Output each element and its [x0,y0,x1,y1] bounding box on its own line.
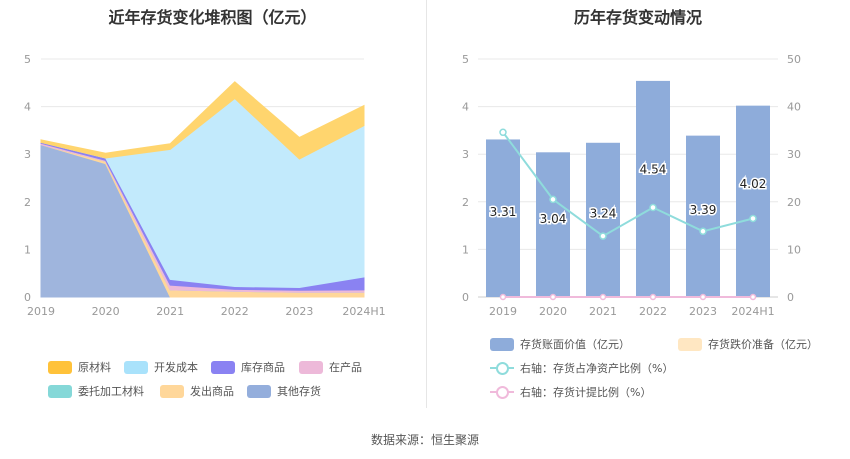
legend-item[interactable]: 委托加工材料 [48,384,144,398]
x-tick-label: 2019 [489,305,517,318]
legend-swatch [490,385,514,399]
legend-swatch [124,360,148,374]
bar [536,152,570,297]
panel-divider [426,0,427,408]
y-tick-label: 1 [24,243,31,256]
y-tick-label: 3 [24,148,31,161]
line-point [549,293,557,301]
x-tick-label: 2024H1 [731,305,774,318]
x-tick-label: 2022 [221,305,249,318]
right-chart-panel: 历年存货变动情况 0 1 2 3 4 5 0 10 20 30 40 50 2019 2020 2021 20… [426,0,850,410]
legend-item[interactable]: 其他存货 [247,384,321,398]
line-point [549,195,557,204]
line-point [499,128,507,137]
legend-label: 存货跌价准备（亿元） [708,338,818,351]
bar-value-label: 3.04 [540,212,567,226]
x-tick-label: 2020 [92,305,120,318]
line-point [699,227,707,236]
legend-label: 右轴：存货占净资产比例（%） [520,362,674,375]
y-tick-label: 2 [24,196,31,209]
legend-item[interactable]: 右轴：存货计提比例（%） [490,385,651,399]
legend-swatch [490,361,514,375]
legend-item[interactable]: 存货账面价值（亿元） [490,337,630,351]
legend-swatch [160,384,184,398]
legend-label: 委托加工材料 [78,385,144,398]
y-tick-label: 3 [462,148,469,161]
line-point [599,293,607,301]
legend-label: 在产品 [329,361,362,374]
legend-swatch [48,384,72,398]
y-tick-label: 4 [24,101,31,114]
legend-label: 其他存货 [277,385,321,398]
legend-item[interactable]: 原材料 [48,360,111,374]
x-tick-label: 2020 [539,305,567,318]
legend-label: 开发成本 [154,361,198,374]
y-tick-label: 1 [462,243,469,256]
line-point [649,293,657,301]
x-tick-label: 2019 [27,305,55,318]
bar-value-label: 4.54 [640,162,667,176]
y2-tick-label: 20 [787,196,801,209]
legend-label: 发出商品 [190,385,234,398]
right-legend: 存货账面价值（亿元） 存货跌价准备（亿元） 右轴：存货占净资产比例（%） 右轴：存货计… [426,0,850,410]
legend-label: 原材料 [78,361,111,374]
y2-tick-label: 30 [787,148,801,161]
x-tick-label: 2023 [285,305,313,318]
line-point [599,232,607,240]
legend-swatch [211,360,235,374]
legend-swatch [490,337,514,351]
left-legend: 原材料 开发成本 库存商品 在产品委托加工材料 发出商品 其他存货 [0,0,425,410]
y-tick-label: 2 [462,196,469,209]
line-point [699,293,707,301]
legend-label: 存货账面价值（亿元） [520,338,630,351]
legend-item[interactable]: 开发成本 [124,360,198,374]
line-series [502,131,754,238]
x-tick-label: 2023 [689,305,717,318]
bar-value-label: 4.02 [740,177,767,191]
data-source: 数据来源：恒生聚源 [370,433,479,447]
legend-swatch [299,360,323,374]
y-tick-label: 0 [24,291,31,304]
right-chart-title: 历年存货变动情况 [573,8,702,27]
legend-label: 库存商品 [241,361,285,374]
legend-item[interactable]: 存货跌价准备（亿元） [678,337,818,351]
stacked-area-chart: 0 1 2 3 4 5 2019 2020 2021 2022 2023 2024H1 [24,53,386,318]
area-series-原材料 [40,81,365,160]
bar-value-label: 3.39 [690,203,717,217]
y2-tick-label: 50 [787,53,801,66]
y2-tick-label: 40 [787,101,801,114]
y-tick-label: 4 [462,101,469,114]
legend-label: 右轴：存货计提比例（%） [520,386,652,399]
bar [636,80,670,297]
y2-tick-label: 10 [787,243,801,256]
x-tick-label: 2022 [639,305,667,318]
legend-item[interactable]: 发出商品 [160,384,234,398]
bar-value-label: 3.31 [490,205,517,219]
bar [486,139,520,297]
x-tick-label: 2024H1 [342,305,385,318]
line-point [749,214,757,223]
left-chart-panel: 近年存货变化堆积图（亿元） 0 1 2 3 4 5 2019 2020 2021 2022 2023… [0,0,425,410]
y-tick-label: 5 [462,53,469,66]
bar [736,105,770,297]
y-tick-label: 5 [24,53,31,66]
legend-swatch [247,384,271,398]
legend-item[interactable]: 在产品 [299,360,362,374]
left-chart-title: 近年存货变化堆积图（亿元） [108,8,317,27]
legend-swatch [678,337,702,351]
line-point [749,293,757,301]
line-point [499,293,507,301]
line-point [649,203,657,212]
y2-tick-label: 0 [787,291,794,304]
bar [686,135,720,297]
legend-item[interactable]: 库存商品 [211,360,285,374]
legend-swatch [48,360,72,374]
x-tick-label: 2021 [589,305,617,318]
bar-value-label: 3.24 [590,207,617,221]
x-tick-label: 2021 [156,305,184,318]
bar [586,142,620,297]
legend-item[interactable]: 右轴：存货占净资产比例（%） [490,361,673,375]
y-tick-label: 0 [462,291,469,304]
